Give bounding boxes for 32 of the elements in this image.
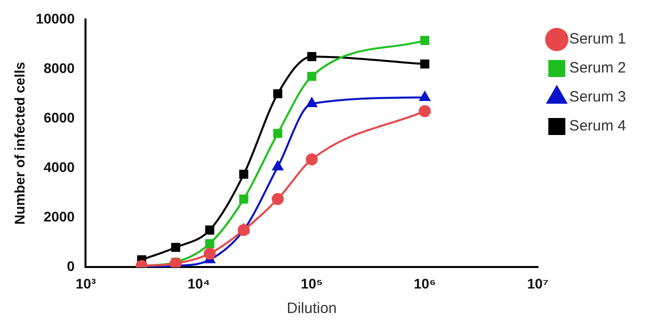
x-tick-label: 10⁶ xyxy=(414,275,436,292)
point xyxy=(306,98,318,108)
y-tick-label: 8000 xyxy=(44,60,75,76)
x-tick-label: 10³ xyxy=(76,275,96,292)
point xyxy=(307,52,316,62)
point xyxy=(204,248,216,260)
point xyxy=(307,72,316,81)
legend-label: Serum 3 xyxy=(569,88,626,106)
legend-label: Serum 4 xyxy=(569,118,626,135)
point xyxy=(272,160,284,170)
x-axis-title: Dilution xyxy=(286,300,337,318)
point xyxy=(239,194,248,204)
y-tick-label: 10000 xyxy=(36,10,75,26)
point xyxy=(273,128,282,138)
y-tick-label: 0 xyxy=(66,258,75,274)
y-tick-label: 6000 xyxy=(44,109,75,126)
x-tick-label: 10⁴ xyxy=(188,275,210,292)
point xyxy=(171,242,180,252)
x-tick-label: 10⁷ xyxy=(527,275,549,292)
y-axis-title: Number of infected cells xyxy=(11,62,28,225)
point xyxy=(273,89,282,98)
point xyxy=(272,193,284,206)
point xyxy=(205,239,214,248)
y-tick-label: 2000 xyxy=(44,208,75,224)
x-tick-label: 10⁵ xyxy=(300,275,323,292)
legend-label: Serum 2 xyxy=(569,60,626,77)
legend-label: Serum 1 xyxy=(569,30,626,48)
point xyxy=(205,225,214,235)
point xyxy=(306,153,318,166)
point xyxy=(238,224,250,236)
point xyxy=(239,170,248,179)
y-tick-label: 4000 xyxy=(44,158,75,175)
